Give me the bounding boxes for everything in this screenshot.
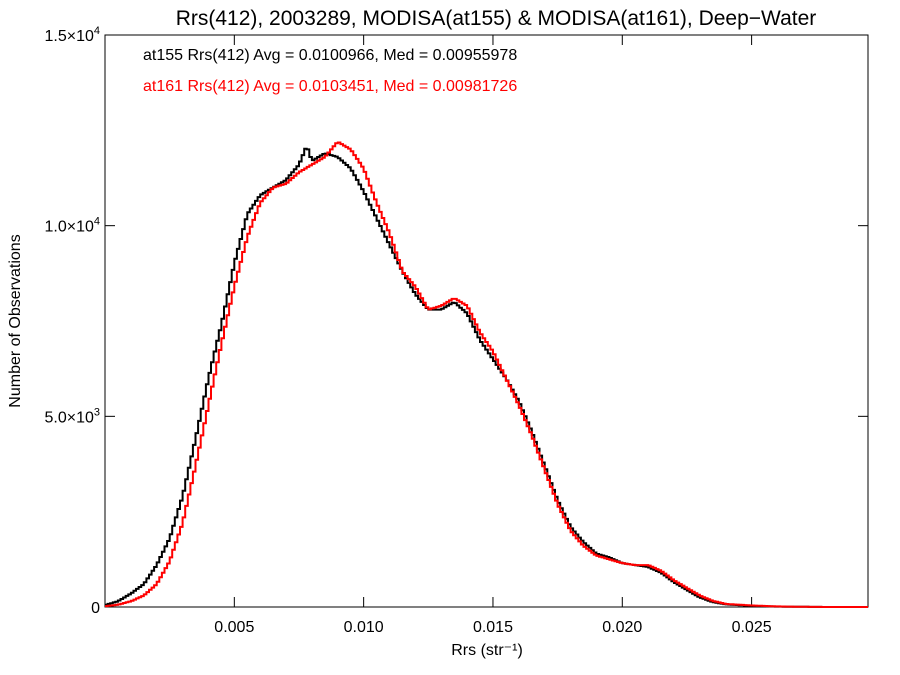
y-tick-mantissa: 5.0×10 xyxy=(44,409,93,426)
chart-title: Rrs(412), 2003289, MODISA(at155) & MODIS… xyxy=(176,7,817,30)
series-at161-line xyxy=(105,141,868,608)
y-axis-label: Number of Observations xyxy=(7,234,24,407)
annotation-at155: at155 Rrs(412) Avg = 0.0100966, Med = 0.… xyxy=(143,47,517,64)
y-tick-mantissa: 1.0×10 xyxy=(44,219,93,236)
y-tick-exponent: 4 xyxy=(94,216,100,228)
y-tick-label: 0 xyxy=(91,600,100,617)
plot-frame xyxy=(104,34,869,608)
series-layer xyxy=(105,141,868,608)
series-at155-line xyxy=(105,147,868,608)
y-tick-exponent: 3 xyxy=(94,406,100,418)
y-tick-label: 5.0×103 xyxy=(44,406,100,426)
y-tick-mantissa: 1.5×10 xyxy=(44,28,93,45)
x-axis: 0.005 0.010 0.015 0.020 0.025 xyxy=(214,35,772,636)
y-tick-exponent: 4 xyxy=(94,25,100,37)
x-tick-label: 0.025 xyxy=(732,619,772,636)
x-tick-label: 0.015 xyxy=(473,619,513,636)
y-tick-label: 1.0×104 xyxy=(44,216,100,236)
y-tick-mantissa: 0 xyxy=(91,600,100,617)
x-tick-label: 0.010 xyxy=(344,619,384,636)
x-axis-label: Rrs (str⁻¹) xyxy=(451,642,523,659)
x-tick-label: 0.020 xyxy=(602,619,642,636)
annotation-at161: at161 Rrs(412) Avg = 0.0103451, Med = 0.… xyxy=(143,78,517,95)
y-tick-label: 1.5×104 xyxy=(44,25,100,45)
x-tick-label: 0.005 xyxy=(214,619,254,636)
